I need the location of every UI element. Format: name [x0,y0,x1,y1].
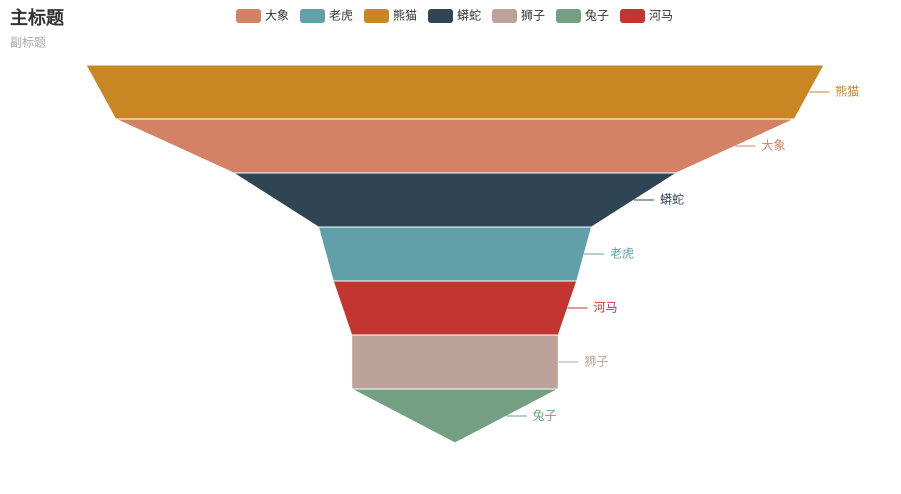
legend-swatch[interactable] [364,9,389,23]
funnel-segment [351,334,559,390]
funnel-segment [317,226,593,282]
legend-swatch[interactable] [236,9,261,23]
segment-label: 河马 [594,301,618,315]
segment-label: 兔子 [533,408,557,423]
legend-label[interactable]: 老虎 [329,9,353,23]
segment-label: 狮子 [584,355,608,369]
funnel-segment [332,280,578,336]
funnel-segment [351,388,559,444]
legend-swatch[interactable] [492,9,517,23]
legend-label[interactable]: 狮子 [521,9,545,23]
legend-swatch[interactable] [428,9,453,23]
segment-label: 熊猫 [835,84,859,99]
legend-label[interactable]: 蟒蛇 [457,8,481,23]
segment-label: 蟒蛇 [660,192,684,207]
legend-swatch[interactable] [300,9,325,23]
legend-label[interactable]: 兔子 [585,8,609,23]
legend-label[interactable]: 河马 [649,9,673,23]
legend-swatch[interactable] [620,9,645,23]
legend-label[interactable]: 大象 [265,9,289,23]
legend-label[interactable]: 熊猫 [393,8,417,23]
legend-swatch[interactable] [556,9,581,23]
funnel-segment [85,64,825,120]
funnel-segment [115,118,795,174]
segment-label: 大象 [761,139,785,153]
chart-title: 主标题 [10,7,65,29]
segment-label: 老虎 [610,247,634,261]
funnel-segment [231,172,679,228]
chart-subtitle: 副标题 [10,36,46,50]
